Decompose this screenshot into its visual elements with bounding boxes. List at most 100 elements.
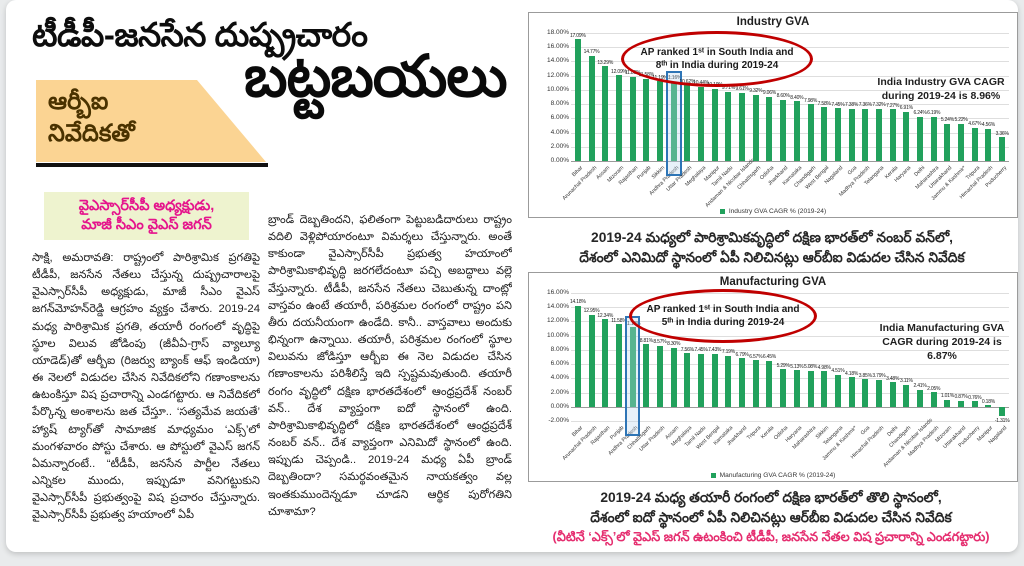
bar-value-label: 3.36% <box>995 130 1009 137</box>
article-body-column-1: సాక్షి, అమరావతి: రాష్ట్రంలో పారిశ్రామిక … <box>32 252 260 522</box>
bar <box>917 389 924 407</box>
ap-rank-annotation: AP ranked 1ˢᵗ in South India and 8ᵗʰ in … <box>621 31 813 87</box>
bar <box>999 137 1006 161</box>
bar <box>684 353 691 407</box>
legend-swatch-icon <box>719 209 725 214</box>
article-masthead: టీడీపీ-జనసేన దుష్ప్రచారం <box>32 16 368 53</box>
bar <box>670 347 677 407</box>
bar-value-label: 14.18% <box>569 299 586 306</box>
bar-value-label: 6.45% <box>762 354 777 361</box>
bar-value-label: 4.67% <box>968 121 982 128</box>
bar <box>793 370 800 407</box>
bar-value-label: 12.95% <box>583 308 600 315</box>
bar-value-label: 11.58% <box>611 317 627 324</box>
bar <box>944 123 951 161</box>
india-cagr-note: India Manufacturing GVA CAGR during 2019… <box>879 322 1005 363</box>
gridline <box>571 364 1009 366</box>
gridline <box>571 118 1009 120</box>
annotation-line2: 8ᵗʰ in India during 2019-24 <box>655 60 779 71</box>
bar <box>971 401 978 407</box>
bar <box>698 353 705 407</box>
bar-value-label: 4.98% <box>817 364 831 371</box>
bar-value-label: 17.09% <box>569 32 586 39</box>
bar <box>862 379 869 407</box>
y-tick-label: 6.00% <box>550 360 569 368</box>
gridline <box>571 421 1009 422</box>
bar-value-label: 12.09% <box>611 68 627 75</box>
bar-value-label: 7.32% <box>872 102 886 109</box>
bar <box>985 405 992 407</box>
bar-value-label: 9.71% <box>721 85 735 92</box>
bar-value-label: 8.57% <box>653 339 667 346</box>
y-tick-label: 0.00% <box>550 157 569 164</box>
bar-value-label: 6.19% <box>927 110 941 117</box>
bar-value-label: -1.31% <box>994 417 1010 424</box>
bar-value-label: 7.56% <box>680 346 694 353</box>
manufacturing-gva-chart: Manufacturing GVA -2.00% 0.00% 2.00% 4.00% 6… <box>528 272 1018 482</box>
ap-highlight-box <box>665 70 682 176</box>
bar <box>903 111 910 161</box>
kicker-text: ఆర్బీఐ నివేదికతో <box>48 86 135 151</box>
legend-label: Manufacturing GVA CAGR % (2019-24) <box>719 472 836 479</box>
bar <box>698 86 705 161</box>
bar <box>766 360 773 407</box>
bar-value-label: 9.32% <box>749 88 763 95</box>
chart-title: Industry GVA <box>736 16 810 28</box>
bar <box>711 353 718 407</box>
newspaper-clipping: టీడీపీ-జనసేన దుష్ప్రచారం ఆర్బీఐ నివేదికత… <box>6 0 1018 552</box>
bar-value-label: 4.56% <box>981 122 996 129</box>
bar <box>725 355 732 407</box>
bar-value-label: 4.51% <box>831 368 845 375</box>
bar <box>917 116 924 161</box>
bar <box>889 382 896 407</box>
y-tick-label: 2.00% <box>550 388 569 396</box>
bar <box>588 55 595 161</box>
bar-value-label: 2.05% <box>927 385 941 392</box>
chart-title: Manufacturing GVA <box>719 276 827 288</box>
legend-swatch-icon <box>710 473 716 478</box>
bar <box>615 324 622 407</box>
bar <box>958 123 965 161</box>
bar-value-label: 5.29% <box>776 362 790 369</box>
bar-value-label: 2.41% <box>913 383 927 390</box>
y-tick-label: 6.00% <box>550 114 569 122</box>
kicker-line2: నివేదికతో <box>48 120 135 148</box>
bar <box>834 108 841 161</box>
annotation-line1: AP ranked 1ˢᵗ in South India and <box>640 46 794 58</box>
bar <box>629 327 636 407</box>
bar <box>848 377 855 407</box>
caption-line: దేశంలో ఐదో స్థానంలో ఏపీ నిలిచినట్లు ఆర్‌… <box>590 510 952 525</box>
bar <box>971 127 978 161</box>
bar-value-label: 7.38% <box>845 102 859 109</box>
gridline <box>571 146 1009 148</box>
y-tick-label: 4.00% <box>550 128 569 136</box>
bar <box>739 92 746 161</box>
bar <box>793 101 800 161</box>
y-tick-label: 10.00% <box>546 85 569 93</box>
y-tick-label: 10.00% <box>546 331 569 339</box>
y-tick-label: 12.00% <box>546 317 569 325</box>
gridline <box>571 293 1009 294</box>
bar <box>766 96 773 161</box>
bar-value-label: 1.01% <box>940 393 954 400</box>
ap-rank-annotation: AP ranked 1ˢᵗ in South India and 5ᵗʰ in … <box>629 289 817 343</box>
bar-value-label: 7.45% <box>694 347 708 354</box>
bar <box>875 379 882 407</box>
y-tick-label: 12.00% <box>546 71 569 79</box>
caption-line: 2019-24 మధ్య తయారీ రంగంలో దక్షిణ భారత్‌ల… <box>600 490 942 505</box>
bar <box>999 406 1006 417</box>
india-cagr-note: India Industry GVA CAGR during 2019-24 i… <box>877 76 1005 103</box>
y-tick-label: 8.00% <box>550 345 569 353</box>
chart-legend: Industry GVA CAGR % (2019-24) <box>529 208 1017 215</box>
y-tick-label: 18.00% <box>546 29 569 36</box>
bar-value-label: 14.77% <box>583 49 600 56</box>
gridline <box>571 104 1009 106</box>
bar <box>780 99 787 161</box>
bar <box>739 358 746 407</box>
bar <box>889 109 896 161</box>
bar-value-label: 3.11% <box>899 378 913 385</box>
bar <box>930 116 937 161</box>
byline-box: వైఎస్సార్‌సీపీ అధ్యక్షుడు, మాజీ సీఎం వైఎ… <box>44 192 249 240</box>
caption-line: 2019-24 మధ్యలో పారిశ్రామికవృద్ధిలో దక్షి… <box>591 230 953 245</box>
bar <box>656 345 663 407</box>
